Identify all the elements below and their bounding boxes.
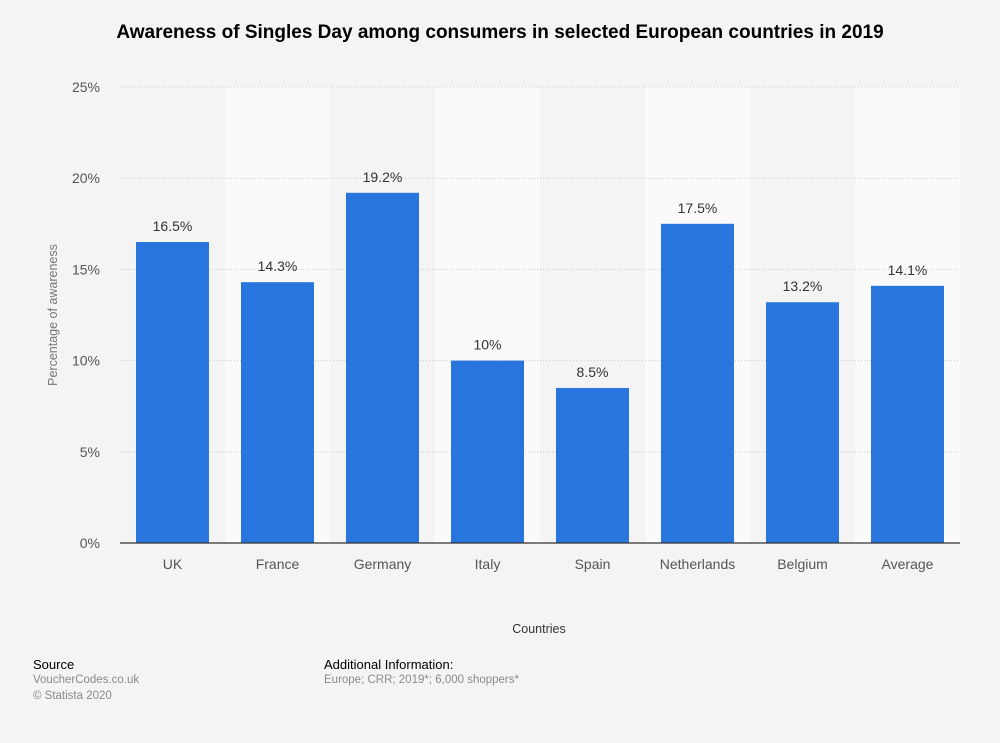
data-label: 17.5%	[678, 200, 718, 216]
data-label: 19.2%	[363, 169, 403, 185]
x-tick-label: Germany	[354, 556, 412, 572]
bar-belgium	[766, 302, 839, 543]
bar-spain	[556, 387, 629, 543]
bar-netherlands	[661, 223, 734, 544]
source-heading: Source	[33, 657, 75, 672]
x-tick-label: France	[256, 556, 300, 572]
data-label: 10%	[473, 337, 501, 353]
chart-title: Awareness of Singles Day among consumers…	[116, 22, 884, 43]
data-label: 16.5%	[153, 218, 193, 234]
y-tick-label: 10%	[72, 353, 100, 369]
data-label: 13.2%	[783, 278, 823, 294]
bar-chart: 0% 5% 10% 15% 20% 25% 16.5% UK 14.3% France 19.2% G…	[46, 79, 960, 636]
x-tick-label: Belgium	[777, 556, 828, 572]
additional-info-heading: Additional Information:	[324, 657, 454, 672]
x-tick-label: Average	[882, 556, 934, 572]
x-tick-label: Spain	[575, 556, 611, 572]
additional-info-block: Additional Information: Europe; CRR; 201…	[324, 657, 519, 688]
bar-germany	[346, 192, 419, 544]
x-tick-label: Italy	[475, 556, 501, 572]
additional-info-line: Europe; CRR; 2019*; 6,000 shoppers*	[324, 674, 519, 686]
copyright-line: © Statista 2020	[33, 690, 112, 702]
y-axis-title: Percentage of awareness	[46, 244, 60, 386]
bar-italy	[451, 360, 524, 543]
data-label: 8.5%	[577, 364, 609, 380]
data-label: 14.3%	[258, 258, 298, 274]
bar-uk	[136, 242, 209, 544]
bar-france	[241, 282, 314, 543]
bar-average	[871, 285, 944, 543]
data-label: 14.1%	[888, 262, 928, 278]
source-block: Source VoucherCodes.co.uk © Statista 202…	[33, 657, 139, 704]
source-line[interactable]: VoucherCodes.co.uk	[33, 674, 140, 686]
y-tick-label: 20%	[72, 170, 100, 186]
y-tick-label: 5%	[80, 444, 100, 460]
x-axis-title: Countries	[512, 622, 566, 636]
x-tick-label: Netherlands	[660, 556, 736, 572]
x-tick-label: UK	[163, 556, 183, 572]
y-tick-label: 15%	[72, 261, 100, 277]
y-tick-label: 25%	[72, 79, 100, 95]
y-tick-label: 0%	[80, 535, 100, 551]
